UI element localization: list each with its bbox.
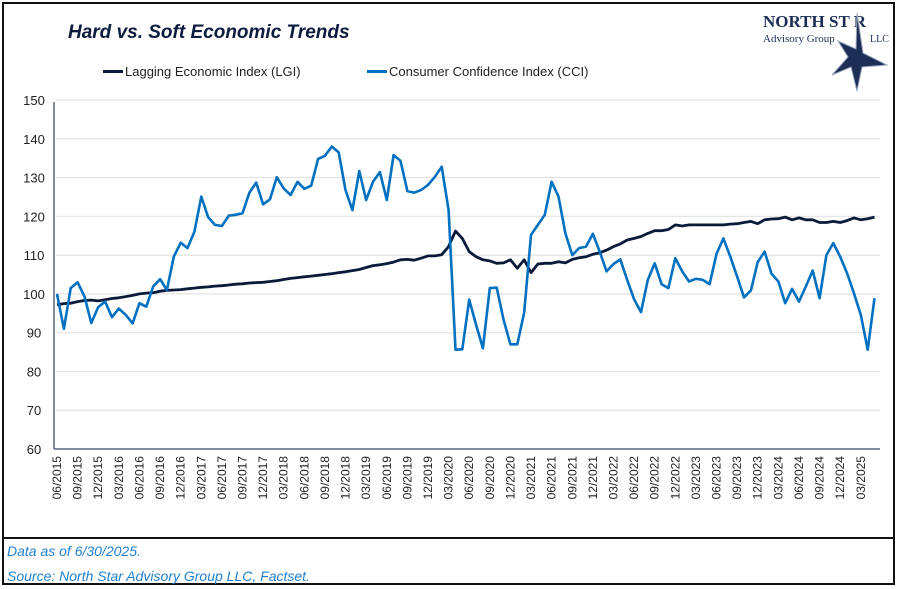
x-tick-label: 12/2019 — [421, 456, 435, 500]
logo-subtext: Advisory Group — [763, 33, 835, 45]
footer-note: Data as of 6/30/2025. — [7, 543, 141, 559]
x-tick-label: 06/2020 — [462, 456, 476, 500]
north-star-logo: NORTH ST R Advisory Group LLC — [763, 12, 889, 92]
x-tick-label: 09/2017 — [235, 456, 249, 500]
x-tick-label: 03/2019 — [359, 456, 373, 500]
y-axis-ticks: 60 70 80 90 100 110 120 130 140 150 — [23, 93, 45, 457]
x-tick-label: 09/2024 — [813, 456, 827, 500]
x-tick-label: 06/2019 — [380, 456, 394, 500]
x-tick-label: 03/2022 — [606, 456, 620, 500]
x-tick-label: 09/2020 — [483, 456, 497, 500]
chart-title: Hard vs. Soft Economic Trends — [68, 22, 350, 43]
x-tick-label: 03/2025 — [854, 456, 868, 500]
x-tick-label: 06/2024 — [792, 456, 806, 500]
legend-item-cci: Consumer Confidence Index (CCI) — [367, 64, 588, 79]
x-tick-label: 03/2024 — [771, 456, 785, 500]
x-tick-label: 09/2016 — [153, 456, 167, 500]
x-tick-label: 06/2015 — [50, 456, 64, 500]
x-tick-label: 03/2018 — [277, 456, 291, 500]
y-tick-label: 110 — [24, 248, 45, 263]
x-tick-label: 03/2016 — [112, 456, 126, 500]
x-tick-label: 12/2020 — [503, 456, 517, 500]
x-tick-label: 06/2023 — [710, 456, 724, 500]
y-tick-label: 150 — [23, 93, 45, 108]
x-tick-label: 03/2020 — [442, 456, 456, 500]
y-tick-label: 140 — [23, 132, 45, 147]
x-tick-label: 09/2019 — [400, 456, 414, 500]
footer-divider — [2, 537, 895, 539]
logo-llc: LLC — [870, 34, 889, 45]
x-tick-label: 06/2022 — [627, 456, 641, 500]
legend-swatch-lgi — [103, 70, 123, 73]
legend-swatch-cci — [367, 70, 387, 73]
logo-text: NORTH ST R — [763, 12, 867, 31]
series-line-cci — [55, 145, 876, 352]
x-tick-label: 12/2023 — [751, 456, 765, 500]
y-tick-label: 80 — [27, 364, 41, 379]
x-tick-label: 03/2017 — [194, 456, 208, 500]
x-tick-label: 06/2016 — [132, 456, 146, 500]
y-tick-label: 120 — [23, 209, 45, 224]
x-tick-label: 12/2024 — [833, 456, 847, 500]
y-tick-label: 90 — [27, 326, 41, 341]
x-tick-label: 03/2023 — [689, 456, 703, 500]
x-tick-label: 09/2021 — [565, 456, 579, 500]
star-icon — [831, 12, 889, 92]
series-lines — [55, 145, 876, 352]
x-tick-label: 12/2021 — [586, 456, 600, 500]
x-tick-label: 06/2021 — [545, 456, 559, 500]
x-tick-label: 09/2022 — [648, 456, 662, 500]
y-tick-label: 60 — [27, 442, 41, 457]
x-tick-label: 12/2022 — [668, 456, 682, 500]
x-tick-label: 12/2017 — [256, 456, 270, 500]
x-tick-label: 06/2018 — [297, 456, 311, 500]
x-tick-label: 09/2015 — [71, 456, 85, 500]
legend-label-lgi: Lagging Economic Index (LGI) — [125, 64, 301, 79]
y-tick-label: 130 — [23, 171, 45, 186]
x-tick-label: 03/2021 — [524, 456, 538, 500]
series-line-lgi — [56, 215, 875, 307]
footer-source: Source: North Star Advisory Group LLC, F… — [7, 568, 310, 584]
y-tick-label: 100 — [23, 287, 45, 302]
x-tick-label: 12/2016 — [174, 456, 188, 500]
legend-item-lgi: Lagging Economic Index (LGI) — [103, 64, 301, 79]
x-tick-label: 06/2017 — [215, 456, 229, 500]
line-chart: 60 70 80 90 100 110 120 130 140 150 06/2015 09/201… — [23, 93, 880, 500]
legend-label-cci: Consumer Confidence Index (CCI) — [389, 64, 589, 79]
x-axis-ticks: 06/2015 09/2015 12/2015 03/2016 06/2016 09/20… — [50, 456, 868, 500]
gridlines — [56, 99, 880, 411]
x-tick-label: 12/2015 — [91, 456, 105, 500]
x-tick-label: 09/2018 — [318, 456, 332, 500]
x-tick-label: 12/2018 — [339, 456, 353, 500]
y-tick-label: 70 — [27, 403, 41, 418]
x-tick-label: 09/2023 — [730, 456, 744, 500]
